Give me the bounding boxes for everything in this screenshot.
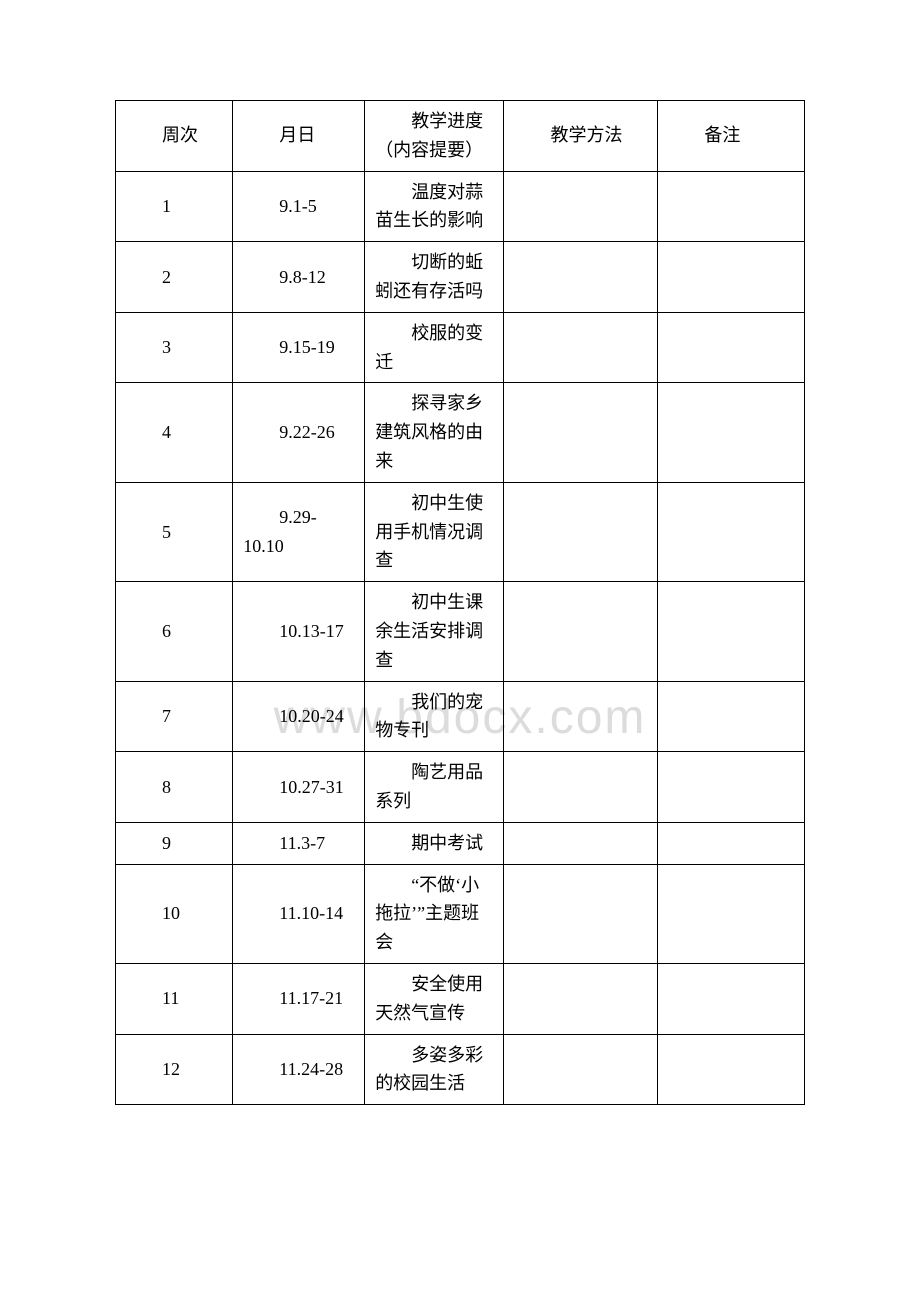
cell-note xyxy=(658,1034,805,1105)
cell-content: 我们的宠物专刊 xyxy=(365,681,504,752)
cell-note xyxy=(658,752,805,823)
cell-method xyxy=(504,681,658,752)
cell-week: 8 xyxy=(116,752,233,823)
table-header-row: 周次 月日 教学进度（内容提要） 教学方法 备注 xyxy=(116,101,805,172)
cell-note xyxy=(658,864,805,963)
cell-method xyxy=(504,822,658,864)
table-row: 4 9.22-26 探寻家乡建筑风格的由来 xyxy=(116,383,805,482)
cell-note xyxy=(658,383,805,482)
cell-method xyxy=(504,171,658,242)
cell-method xyxy=(504,963,658,1034)
table-row: 8 10.27-31 陶艺用品系列 xyxy=(116,752,805,823)
cell-content: 陶艺用品系列 xyxy=(365,752,504,823)
table-row: 6 10.13-17 初中生课余生活安排调查 xyxy=(116,582,805,681)
table-row: 12 11.24-28 多姿多彩的校园生活 xyxy=(116,1034,805,1105)
cell-date: 11.17-21 xyxy=(233,963,365,1034)
table-row: 10 11.10-14 “不做‘小拖拉’”主题班会 xyxy=(116,864,805,963)
cell-week: 2 xyxy=(116,242,233,313)
header-date: 月日 xyxy=(233,101,365,172)
cell-content: 多姿多彩的校园生活 xyxy=(365,1034,504,1105)
cell-week: 1 xyxy=(116,171,233,242)
cell-date: 10.13-17 xyxy=(233,582,365,681)
schedule-table: 周次 月日 教学进度（内容提要） 教学方法 备注 1 9.1-5 温度对蒜苗生长… xyxy=(115,100,805,1105)
cell-date: 11.10-14 xyxy=(233,864,365,963)
cell-method xyxy=(504,1034,658,1105)
cell-content: 初中生使用手机情况调查 xyxy=(365,482,504,581)
cell-note xyxy=(658,242,805,313)
table-row: 2 9.8-12 切断的蚯蚓还有存活吗 xyxy=(116,242,805,313)
cell-content: 探寻家乡建筑风格的由来 xyxy=(365,383,504,482)
cell-content: 切断的蚯蚓还有存活吗 xyxy=(365,242,504,313)
cell-week: 6 xyxy=(116,582,233,681)
cell-method xyxy=(504,482,658,581)
cell-method xyxy=(504,242,658,313)
cell-date: 9.15-19 xyxy=(233,312,365,383)
cell-week: 9 xyxy=(116,822,233,864)
cell-week: 11 xyxy=(116,963,233,1034)
table-row: 11 11.17-21 安全使用天然气宣传 xyxy=(116,963,805,1034)
cell-date: 9.29-10.10 xyxy=(233,482,365,581)
cell-date: 9.1-5 xyxy=(233,171,365,242)
cell-content: 温度对蒜苗生长的影响 xyxy=(365,171,504,242)
cell-date: 9.8-12 xyxy=(233,242,365,313)
cell-note xyxy=(658,312,805,383)
header-content: 教学进度（内容提要） xyxy=(365,101,504,172)
cell-method xyxy=(504,312,658,383)
cell-week: 12 xyxy=(116,1034,233,1105)
table-row: 7 10.20-24 我们的宠物专刊 xyxy=(116,681,805,752)
table-row: 3 9.15-19 校服的变迁 xyxy=(116,312,805,383)
cell-week: 10 xyxy=(116,864,233,963)
cell-content: 期中考试 xyxy=(365,822,504,864)
cell-method xyxy=(504,582,658,681)
cell-date: 11.24-28 xyxy=(233,1034,365,1105)
cell-content: 校服的变迁 xyxy=(365,312,504,383)
cell-date: 9.22-26 xyxy=(233,383,365,482)
table-container: 周次 月日 教学进度（内容提要） 教学方法 备注 1 9.1-5 温度对蒜苗生长… xyxy=(115,100,805,1105)
cell-week: 3 xyxy=(116,312,233,383)
header-note: 备注 xyxy=(658,101,805,172)
cell-date: 11.3-7 xyxy=(233,822,365,864)
cell-method xyxy=(504,383,658,482)
cell-note xyxy=(658,822,805,864)
cell-content: “不做‘小拖拉’”主题班会 xyxy=(365,864,504,963)
header-week: 周次 xyxy=(116,101,233,172)
cell-note xyxy=(658,681,805,752)
cell-content: 安全使用天然气宣传 xyxy=(365,963,504,1034)
table-row: 1 9.1-5 温度对蒜苗生长的影响 xyxy=(116,171,805,242)
cell-note xyxy=(658,171,805,242)
cell-week: 5 xyxy=(116,482,233,581)
cell-method xyxy=(504,864,658,963)
cell-date: 10.27-31 xyxy=(233,752,365,823)
cell-method xyxy=(504,752,658,823)
header-method: 教学方法 xyxy=(504,101,658,172)
table-row: 5 9.29-10.10 初中生使用手机情况调查 xyxy=(116,482,805,581)
cell-content: 初中生课余生活安排调查 xyxy=(365,582,504,681)
table-row: 9 11.3-7 期中考试 xyxy=(116,822,805,864)
cell-note xyxy=(658,482,805,581)
cell-date: 10.20-24 xyxy=(233,681,365,752)
cell-week: 4 xyxy=(116,383,233,482)
cell-note xyxy=(658,963,805,1034)
cell-week: 7 xyxy=(116,681,233,752)
cell-note xyxy=(658,582,805,681)
